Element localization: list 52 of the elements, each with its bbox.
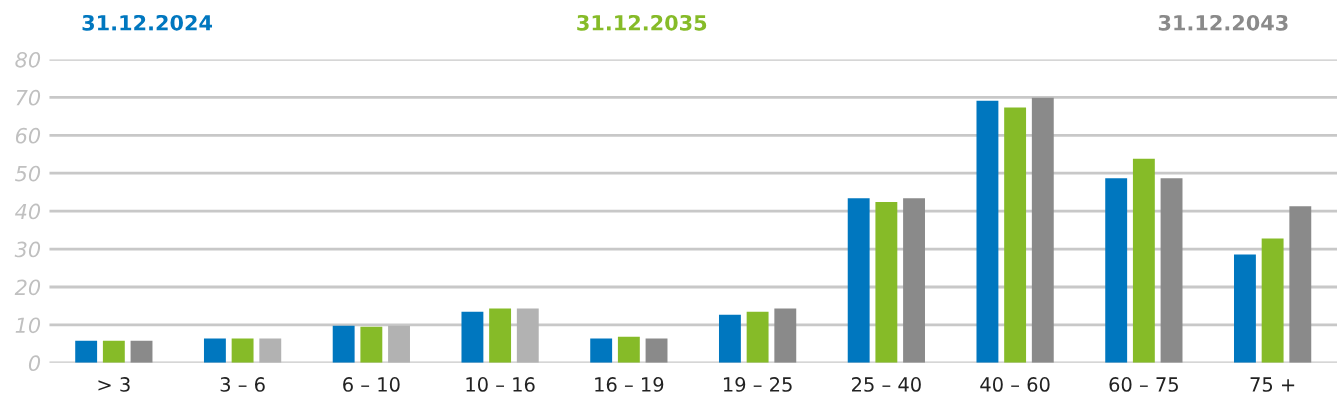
bar: [1105, 178, 1128, 363]
y-tick-label: 20: [14, 279, 41, 296]
bar: [875, 202, 898, 363]
x-tick-label: 10 – 16: [466, 377, 535, 392]
x-tick-label: 3 – 6: [220, 377, 265, 392]
bar: [332, 325, 355, 363]
y-tick-label: 10: [15, 317, 41, 334]
x-tick-label: 40 – 60: [980, 377, 1050, 392]
x-tick-label: 75 +: [1250, 377, 1295, 392]
x-tick-label: 19 – 25: [723, 377, 792, 392]
text: 31.12.2035: [577, 14, 707, 31]
bar: [847, 198, 870, 363]
y-tick-label: 0: [28, 355, 41, 372]
bar: [203, 338, 226, 363]
x-tick-label: > 3: [98, 377, 130, 392]
y-tick-label: 40: [15, 203, 41, 220]
x-tick-label: 16 – 19: [595, 377, 664, 392]
bar: [516, 308, 539, 363]
y-tick-label: 50: [15, 165, 41, 182]
bar: [231, 338, 254, 363]
bar: [259, 338, 282, 363]
bar: [718, 314, 741, 363]
y-tick-label: 30: [14, 241, 41, 258]
x-tick-label: 25 – 40: [852, 377, 921, 392]
y-tick-label: 60: [15, 127, 41, 144]
bar: [617, 336, 640, 363]
bar: [130, 340, 153, 363]
bar: [360, 326, 383, 363]
bar: [645, 338, 668, 363]
bar: [1160, 178, 1183, 363]
bar: [1234, 254, 1256, 363]
y-tick-label: 80: [15, 51, 41, 68]
text: 31.12.2024: [82, 14, 213, 31]
bar: [1132, 158, 1155, 363]
bar: [388, 325, 410, 363]
bar: [1004, 107, 1027, 363]
bar: [590, 338, 613, 363]
bar: [461, 311, 484, 363]
bar: [1261, 238, 1284, 363]
bar: [489, 308, 512, 363]
bar: [976, 100, 999, 363]
bar: [746, 311, 769, 363]
bar: [1289, 206, 1312, 363]
bar: [774, 308, 797, 363]
bar: [903, 198, 925, 363]
x-tick-label: 6 – 10: [343, 377, 400, 392]
x-tick-label: 60 – 75: [1109, 377, 1178, 392]
bar: [1031, 97, 1054, 363]
bar: [75, 340, 98, 363]
y-tick-label: 70: [16, 89, 41, 106]
bar: [102, 340, 125, 363]
text: 31.12.2043: [1158, 14, 1288, 31]
